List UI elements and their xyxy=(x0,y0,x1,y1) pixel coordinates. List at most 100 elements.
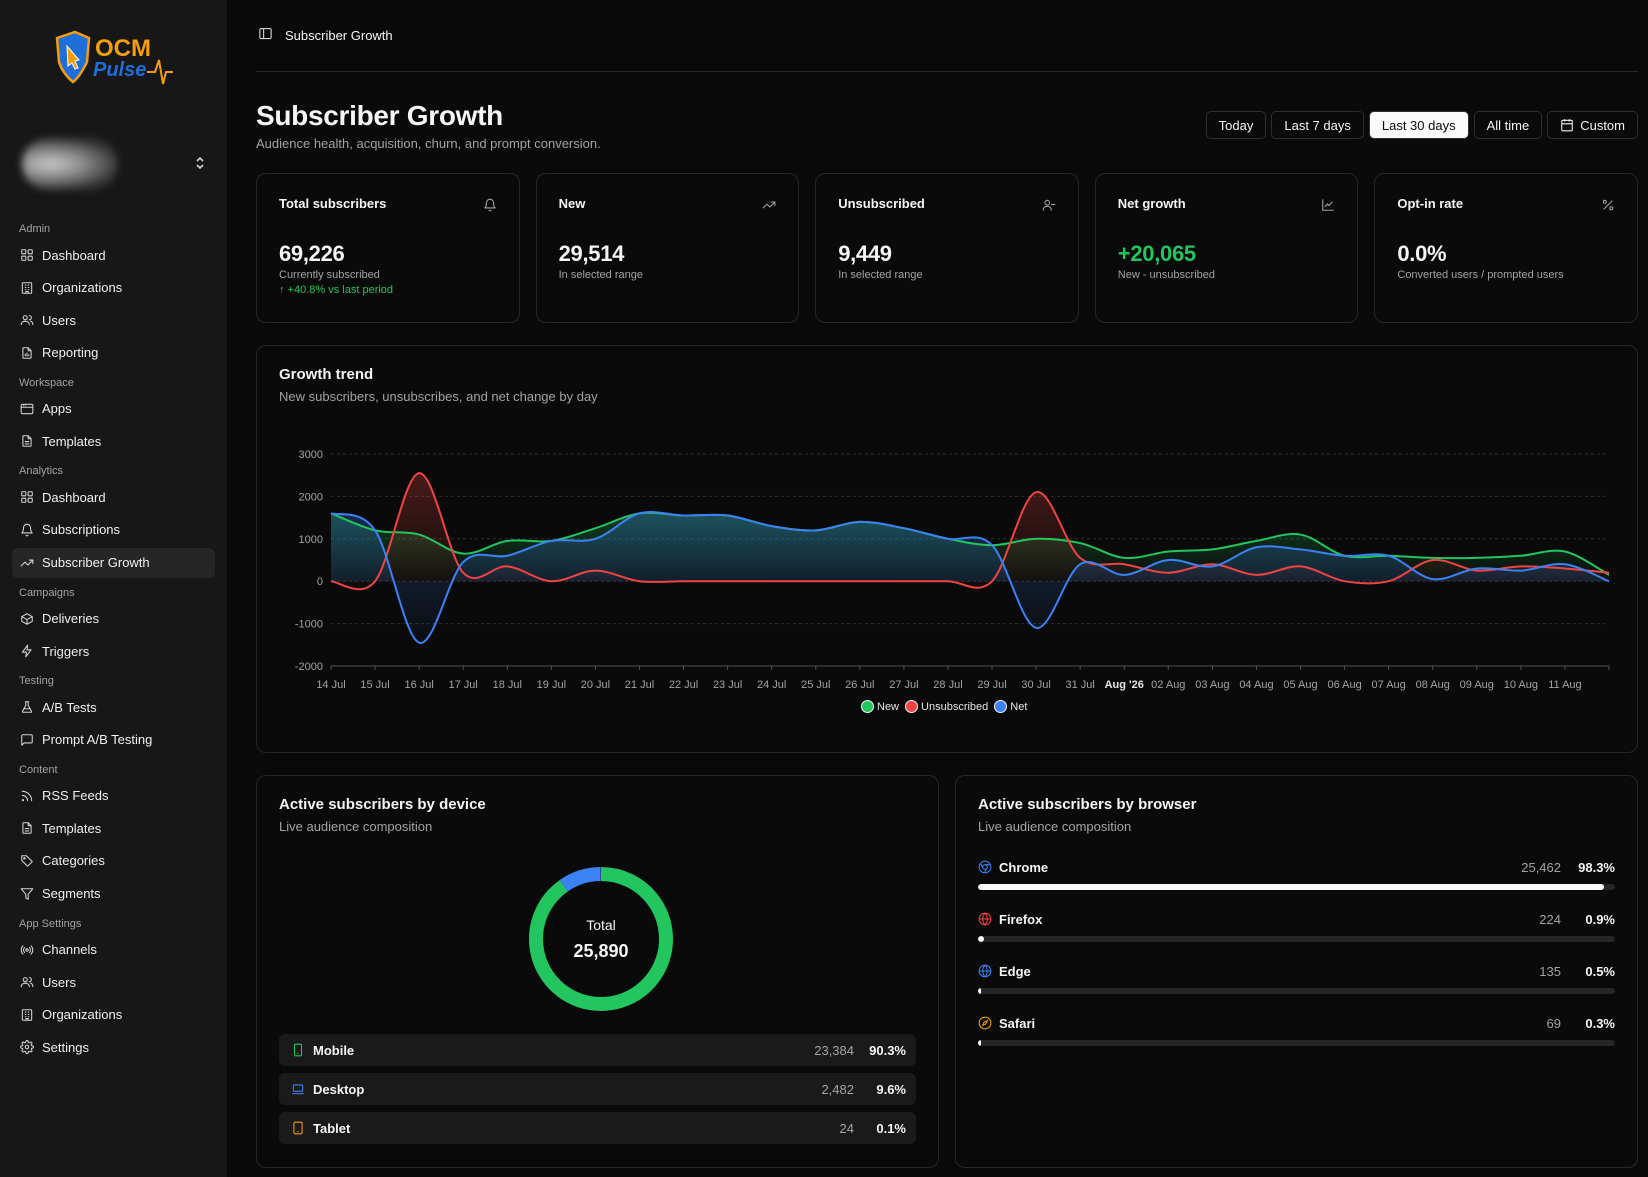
sidebar-item-triggers[interactable]: Triggers xyxy=(12,636,215,666)
sidebar-item-deliveries[interactable]: Deliveries xyxy=(12,604,215,634)
device-count: 24 xyxy=(839,1120,854,1136)
sidebar-toggle-icon[interactable] xyxy=(258,26,273,46)
series-line-net[interactable] xyxy=(330,511,1610,644)
range-today-button[interactable]: Today xyxy=(1205,111,1267,139)
browser-count: 135 xyxy=(1539,963,1561,979)
growth-trend-chart[interactable]: 3000 2000 1000 0 -1000 -2000 14 Jul 15 Jul 16 Ju… xyxy=(257,346,1638,754)
file-icon xyxy=(20,434,34,448)
account-switcher[interactable] xyxy=(12,126,215,202)
x-tick-label: 30 Jul xyxy=(1021,679,1050,691)
y-tick-label: 1000 xyxy=(299,534,323,546)
sidebar-item-label: Templates xyxy=(42,820,102,836)
device-row-desktop[interactable]: Desktop 2,482 9.6% xyxy=(279,1073,916,1105)
device-name: Mobile xyxy=(313,1042,355,1058)
kpi-label: Total subscribers xyxy=(279,196,387,211)
x-tick-label: 19 Jul xyxy=(537,679,566,691)
sidebar-item-users[interactable]: Users xyxy=(12,305,215,335)
sidebar-item-subscriptions[interactable]: Subscriptions xyxy=(12,515,215,545)
sidebar: OCM Pulse Admin Dashboard Organizations Use… xyxy=(0,0,227,1177)
legend-item-unsubscribed[interactable]: Unsubscribed xyxy=(905,700,988,713)
line-chart-icon xyxy=(1321,198,1335,212)
kpi-label: New xyxy=(558,196,586,211)
sidebar-item-label: Segments xyxy=(42,886,101,902)
x-tick-label: 29 Jul xyxy=(977,679,1006,691)
sidebar-item-users[interactable]: Users xyxy=(12,967,215,997)
sidebar-item-channels[interactable]: Channels xyxy=(12,935,215,965)
kpi-total-subscribers: Total subscribers 69,226 Currently subscri… xyxy=(256,173,520,323)
sidebar-item-prompt-a-b-testing[interactable]: Prompt A/B Testing xyxy=(12,725,215,755)
sidebar-item-categories[interactable]: Categories xyxy=(12,846,215,876)
browser-subtitle: Live audience composition xyxy=(978,819,1132,834)
y-tick-label: -1000 xyxy=(295,619,323,631)
sidebar-item-dashboard[interactable]: Dashboard xyxy=(12,482,215,512)
sidebar-item-templates[interactable]: Templates xyxy=(12,813,215,843)
browser-share-bar xyxy=(978,1040,1615,1046)
sidebar-item-subscriber-growth[interactable]: Subscriber Growth xyxy=(12,547,215,578)
sidebar-item-dashboard[interactable]: Dashboard xyxy=(12,240,215,270)
donut-slice-desktop[interactable] xyxy=(559,867,601,892)
app-window-icon xyxy=(20,402,34,416)
kpi-new: New 29,514 In selected range xyxy=(535,173,800,323)
section-label-testing: Testing xyxy=(19,675,54,688)
x-tick-label: 25 Jul xyxy=(801,679,830,691)
sidebar-item-organizations[interactable]: Organizations xyxy=(12,1000,215,1030)
tags-icon xyxy=(20,854,34,868)
legend-item-net[interactable]: Net xyxy=(994,700,1027,713)
range-last-7-days-button[interactable]: Last 7 days xyxy=(1271,111,1364,139)
sidebar-item-apps[interactable]: Apps xyxy=(12,394,215,424)
x-tick-label: 04 Aug xyxy=(1239,679,1273,691)
device-donut[interactable]: Total 25,890 xyxy=(526,864,676,1014)
x-tick-label: 14 Jul xyxy=(316,679,345,691)
sidebar-item-organizations[interactable]: Organizations xyxy=(12,273,215,303)
sidebar-item-a-b-tests[interactable]: A/B Tests xyxy=(12,692,215,722)
device-row-tablet[interactable]: Tablet 24 0.1% xyxy=(279,1112,916,1144)
range-all-time-button[interactable]: All time xyxy=(1473,111,1543,139)
percent-icon xyxy=(1601,198,1615,212)
x-tick-label: 16 Jul xyxy=(404,679,433,691)
range-last-30-days-button[interactable]: Last 30 days xyxy=(1368,111,1469,139)
sidebar-item-settings[interactable]: Settings xyxy=(12,1032,215,1062)
browser-share-bar xyxy=(978,884,1615,890)
section-label-admin: Admin xyxy=(19,223,51,235)
sidebar-item-reporting[interactable]: Reporting xyxy=(12,338,215,368)
browser-list: Chrome 25,462 98.3% Firefox 224 0.9% Edge 135 0.… xyxy=(978,858,1615,1046)
bell-icon xyxy=(20,523,34,537)
device-row-mobile[interactable]: Mobile 23,384 90.3% xyxy=(279,1034,916,1066)
kpi-value: 69,226 xyxy=(279,241,345,266)
section-label-analytics: Analytics xyxy=(19,465,64,478)
range-custom-button[interactable]: Custom xyxy=(1547,111,1638,139)
file-icon xyxy=(20,821,34,835)
avatar xyxy=(22,138,118,190)
sidebar-item-templates[interactable]: Templates xyxy=(12,426,215,456)
users-icon xyxy=(20,313,34,327)
browser-name: Edge xyxy=(999,963,1031,979)
series-line-unsubscribed[interactable] xyxy=(330,472,1610,591)
range-label: Last 7 days xyxy=(1284,117,1351,133)
sidebar-item-label: Apps xyxy=(42,401,72,417)
range-label: Today xyxy=(1218,117,1254,133)
browser-card: Active subscribers by browser Live audie… xyxy=(955,775,1638,1168)
sidebar-item-segments[interactable]: Segments xyxy=(12,879,215,909)
message-square-icon xyxy=(20,733,34,747)
grid-icon xyxy=(20,490,34,504)
page-title: Subscriber Growth xyxy=(256,100,503,131)
main-content: Subscriber Growth Subscriber Growth Audi… xyxy=(227,0,1648,1177)
legend-swatch xyxy=(861,700,874,713)
donut-slice-mobile[interactable] xyxy=(529,867,673,1011)
growth-trend-card: Growth trend New subscribers, unsubscrib… xyxy=(256,345,1638,753)
sidebar-item-rss-feeds[interactable]: RSS Feeds xyxy=(12,781,215,811)
sidebar-item-label: A/B Tests xyxy=(42,699,97,715)
browser-row-edge[interactable]: Edge 135 0.5% xyxy=(978,962,1615,994)
ocm-pulse-logo[interactable]: OCM Pulse xyxy=(12,0,215,120)
sidebar-item-label: Categories xyxy=(42,853,105,869)
browser-title: Active subscribers by browser xyxy=(978,796,1197,813)
legend-item-new[interactable]: New xyxy=(861,700,899,713)
browser-pct: 0.3% xyxy=(1585,1015,1615,1031)
browser-share-fill xyxy=(978,1040,982,1046)
browser-row-chrome[interactable]: Chrome 25,462 98.3% xyxy=(978,858,1615,890)
range-label: Custom xyxy=(1580,117,1625,133)
user-minus-icon xyxy=(1042,198,1056,212)
browser-row-safari[interactable]: Safari 69 0.3% xyxy=(978,1014,1615,1046)
browser-row-firefox[interactable]: Firefox 224 0.9% xyxy=(978,910,1615,942)
x-tick-label: 10 Aug xyxy=(1504,679,1538,691)
